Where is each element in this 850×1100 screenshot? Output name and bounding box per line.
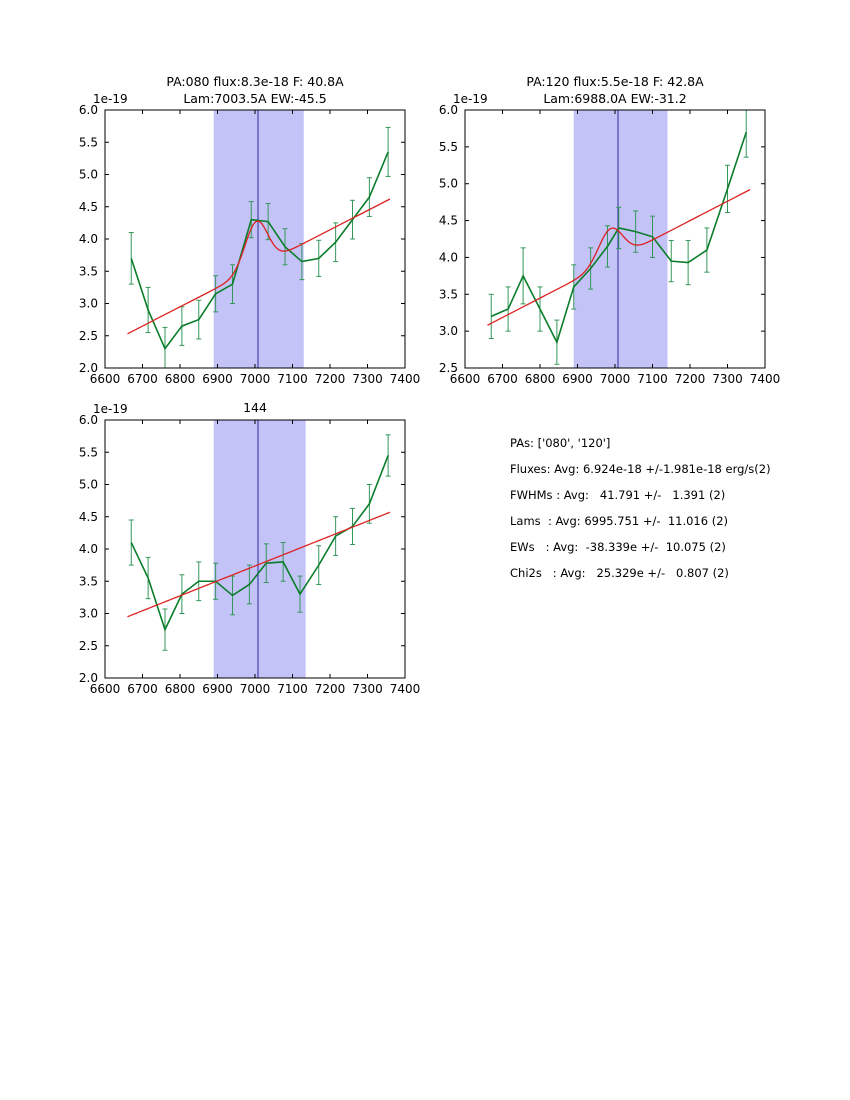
y-tick-label: 5.5 (439, 140, 458, 154)
x-tick-label: 6900 (562, 372, 593, 386)
x-tick-label: 7100 (637, 372, 668, 386)
fit-line (487, 189, 751, 326)
x-tick-label: 6600 (90, 682, 121, 696)
x-tick-label: 7100 (277, 682, 308, 696)
fit-line (127, 198, 391, 335)
y-tick-label: 4.5 (79, 200, 98, 214)
stats-panel: PAs: ['080', '120'] Fluxes: Avg: 6.924e-… (510, 430, 771, 586)
stats-line-pas: PAs: ['080', '120'] (510, 436, 611, 450)
stats-line-chi2s: Chi2s : Avg: 25.329e +/- 0.807 (2) (510, 566, 729, 580)
x-tick-label: 6700 (127, 372, 158, 386)
y-tick-label: 4.0 (79, 232, 98, 246)
chart-144-svg: 6600 6700 6800 6900 7000 7100 7200 7300 7400 2.0 2… (79, 400, 420, 696)
x-tick-label: 7200 (315, 372, 346, 386)
spectrum-line (130, 151, 389, 351)
y-tick-label: 5.0 (439, 177, 458, 191)
stats-line-ews: EWs : Avg: -38.339e +/- 10.075 (2) (510, 540, 726, 554)
stats-line-fluxes: Fluxes: Avg: 6.924e-18 +/-1.981e-18 erg/… (510, 462, 771, 476)
y-tick-label: 6.0 (439, 103, 458, 117)
x-tick-label: 7000 (240, 372, 271, 386)
x-tick-label: 6600 (450, 372, 481, 386)
y-tick-label: 5.0 (79, 168, 98, 182)
y-tick-label: 3.5 (79, 264, 98, 278)
y-tick-label: 3.5 (79, 574, 98, 588)
y-tick-label: 5.5 (79, 135, 98, 149)
chart-pa080-svg: 6600 6700 6800 6900 7000 7100 7200 7300 7400 2.0 2… (79, 74, 420, 386)
y-tick-label: 4.5 (439, 214, 458, 228)
x-tick-label: 6700 (127, 682, 158, 696)
y-tick-label: 3.0 (439, 324, 458, 338)
x-tick-label: 7200 (315, 682, 346, 696)
fit-line (127, 511, 391, 618)
x-tick-label: 7300 (712, 372, 743, 386)
spectrum-line (130, 455, 389, 632)
tick-labels: 6600 6700 6800 6900 7000 7100 7200 7300 7400 2.5 3… (439, 103, 780, 386)
y-tick-label: 5.5 (79, 445, 98, 459)
x-tick-label: 6600 (90, 372, 121, 386)
chart-title-line: Lam:7003.5A EW:-45.5 (183, 91, 326, 106)
x-tick-label: 7400 (750, 372, 781, 386)
x-tick-label: 7300 (352, 682, 383, 696)
tick-labels: 6600 6700 6800 6900 7000 7100 7200 7300 7400 2.0 2… (79, 103, 420, 386)
x-tick-label: 7000 (600, 372, 631, 386)
y-tick-label: 4.5 (79, 510, 98, 524)
x-tick-label: 6900 (202, 372, 233, 386)
tick-marks (104, 109, 406, 369)
chart-pa120-svg: 6600 6700 6800 6900 7000 7100 7200 7300 7400 2.5 3… (439, 74, 780, 386)
x-tick-label: 6900 (202, 682, 233, 696)
y-tick-label: 2.0 (79, 671, 98, 685)
y-tick-label: 2.0 (79, 361, 98, 375)
x-tick-label: 6700 (487, 372, 518, 386)
stats-line-lams: Lams : Avg: 6995.751 +/- 11.016 (2) (510, 514, 729, 528)
x-tick-label: 7200 (675, 372, 706, 386)
chart-title-line: 144 (243, 400, 267, 415)
y-tick-label: 2.5 (79, 639, 98, 653)
y-tick-label: 3.0 (79, 607, 98, 621)
chart-title-line: PA:080 flux:8.3e-18 F: 40.8A (166, 74, 344, 89)
chart-title-line: PA:120 flux:5.5e-18 F: 42.8A (526, 74, 704, 89)
x-tick-label: 7100 (277, 372, 308, 386)
x-tick-label: 6800 (165, 372, 196, 386)
x-tick-label: 7400 (390, 372, 421, 386)
y-tick-label: 4.0 (79, 542, 98, 556)
y-tick-label: 3.0 (79, 297, 98, 311)
y-tick-label: 2.5 (79, 329, 98, 343)
fit-window-band (213, 420, 306, 678)
tick-marks (104, 419, 406, 679)
y-axis-offset-label: 1e-19 (93, 92, 128, 106)
y-tick-label: 6.0 (79, 413, 98, 427)
chart-pa080: 6600 6700 6800 6900 7000 7100 7200 7300 7400 2.0 2… (60, 70, 440, 404)
x-tick-label: 7000 (240, 682, 271, 696)
fit-window-band (213, 110, 304, 368)
tick-labels: 6600 6700 6800 6900 7000 7100 7200 7300 7400 2.0 2… (79, 413, 420, 696)
y-tick-label: 6.0 (79, 103, 98, 117)
tick-marks (464, 109, 766, 369)
y-tick-label: 5.0 (79, 478, 98, 492)
x-tick-label: 7400 (390, 682, 421, 696)
fit-window-band (573, 110, 668, 368)
stats-line-fwhms: FWHMs : Avg: 41.791 +/- 1.391 (2) (510, 488, 726, 502)
y-axis-offset-label: 1e-19 (93, 402, 128, 416)
chart-title-line: Lam:6988.0A EW:-31.2 (543, 91, 686, 106)
y-tick-label: 4.0 (439, 250, 458, 264)
chart-pa120: 6600 6700 6800 6900 7000 7100 7200 7300 7400 2.5 3… (420, 70, 800, 404)
spectrum-line (490, 131, 748, 345)
y-tick-label: 3.5 (439, 287, 458, 301)
chart-144: 6600 6700 6800 6900 7000 7100 7200 7300 7400 2.0 2… (60, 380, 440, 714)
y-axis-offset-label: 1e-19 (453, 92, 488, 106)
x-tick-label: 6800 (165, 682, 196, 696)
x-tick-label: 7300 (352, 372, 383, 386)
y-tick-label: 2.5 (439, 361, 458, 375)
x-tick-label: 6800 (525, 372, 556, 386)
